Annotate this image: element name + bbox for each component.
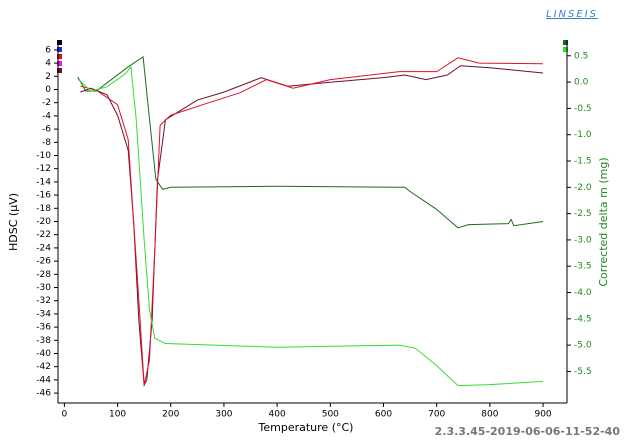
x-tick-label: 0 [62,410,68,420]
y-tick-label: -24 [36,243,51,253]
y2-tick-label: -1.5 [574,157,592,167]
y-tick-label: -6 [42,125,51,135]
y2-tick-label: -2.5 [574,209,592,219]
data-line [77,55,544,229]
y2-tick-label: 0.0 [574,78,589,88]
y-tick-label: -28 [36,270,51,280]
footer-id: 2.3.3.45-2019-06-06-11-52-40 [435,425,621,438]
y-tick-label: 6 [45,45,51,55]
x-tick-label: 200 [162,410,179,420]
x-tick-label: 700 [428,410,445,420]
y2-tick-label: -3.5 [574,262,592,272]
y-tick-label: -46 [36,389,51,399]
y2-tick-label: -5.0 [574,341,592,351]
y-axis-label: HDSC (µV) [7,193,20,251]
y-tick-label: -26 [36,257,51,267]
brand-logo: LINSEIS [546,9,598,20]
y2-tick-label: -0.5 [574,104,592,114]
y2-tick-label: -3.0 [574,235,592,245]
y-tick-label: -44 [36,375,51,385]
y-tick-label: -30 [36,283,51,293]
y-tick-label: -22 [36,230,51,240]
x-tick-label: 300 [215,410,232,420]
y2-tick-label: -1.0 [574,130,592,140]
y-tick-label: -42 [36,362,51,372]
y2-axis-label: Corrected delta m (mg) [597,157,610,286]
y-tick-label: -40 [36,349,51,359]
y-tick-label: -16 [36,191,51,201]
y-tick-label: -12 [36,164,51,174]
x-tick-label: 400 [269,410,286,420]
y-tick-label: 0 [45,85,51,95]
x-axis-label: Temperature (°C) [258,421,354,434]
y-tick-label: -14 [36,177,51,187]
x-tick-label: 100 [109,410,126,420]
x-tick-label: 500 [322,410,339,420]
y-tick-label: -20 [36,217,51,227]
x-tick-label: 800 [481,410,498,420]
y2-tick-label: -2.0 [574,183,592,193]
y-tick-label: -8 [42,138,51,148]
y-tick-label: -18 [36,204,51,214]
y-tick-label: -36 [36,323,51,333]
y-tick-label: -10 [36,151,51,161]
y-tick-label: -38 [36,336,51,346]
x-tick-label: 600 [375,410,392,420]
data-line [80,57,544,386]
y-tick-label: 2 [45,72,51,82]
y2-tick-label: -5.5 [574,367,592,377]
y-tick-label: 4 [45,59,51,69]
data-line [77,65,544,387]
y2-tick-label: 0.5 [574,51,588,61]
y2-tick-label: -4.0 [574,288,592,298]
y-tick-label: -34 [36,309,51,319]
y-tick-label: -4 [42,111,51,121]
legend-markers [57,40,568,73]
y2-tick-label: -4.5 [574,314,592,324]
data-line [80,65,544,387]
y-tick-label: -32 [36,296,51,306]
x-tick-label: 900 [534,410,551,420]
y-tick-label: -2 [42,98,51,108]
